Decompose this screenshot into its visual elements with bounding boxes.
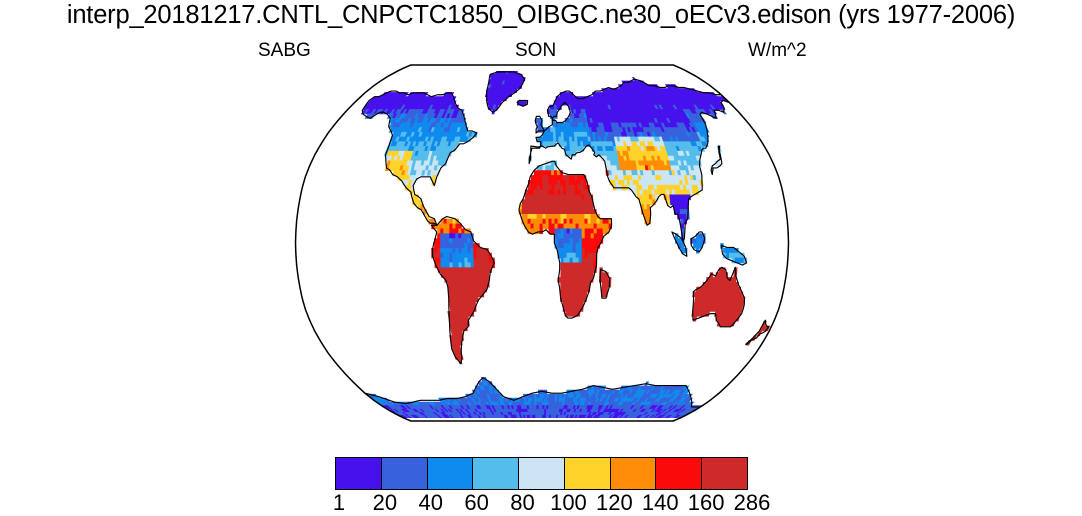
- colorbar-tick-80: 80: [510, 490, 535, 515]
- colorbar-tick-100: 100: [550, 490, 587, 515]
- colorbar-tick-160: 160: [687, 490, 725, 515]
- colorbar[interactable]: [335, 457, 748, 490]
- colorbar-cell-5[interactable]: [564, 458, 611, 489]
- projection-boundary: [294, 64, 790, 422]
- colorbar-tick-140: 140: [641, 490, 679, 515]
- colorbar-labels: 1 20 40 60 80 100 120 140 160 286: [332, 490, 770, 515]
- colorbar-cell-3[interactable]: [473, 458, 520, 489]
- season-label: SON: [515, 40, 557, 61]
- colorbar-cell-0[interactable]: [336, 458, 382, 489]
- map-plot: [186, 60, 898, 426]
- units-label: W/m^2: [748, 40, 807, 61]
- robinson-projection-map: [294, 64, 790, 422]
- colorbar-cell-4[interactable]: [519, 458, 565, 489]
- subtitle-row: SABG SON W/m^2: [0, 40, 1082, 64]
- page-title: interp_20181217.CNTL_CNPCTC1850_OIBGC.ne…: [66, 1, 1016, 29]
- colorbar-tick-286: 286: [733, 490, 771, 515]
- variable-label: SABG: [258, 40, 311, 61]
- colorbar-cell-6[interactable]: [610, 458, 657, 489]
- colorbar-tick-1: 1: [332, 490, 346, 515]
- colorbar-tick-20: 20: [372, 490, 398, 515]
- colorbar-cell-1[interactable]: [381, 458, 428, 489]
- colorbar-tick-120: 120: [595, 490, 633, 515]
- colorbar-tick-40: 40: [418, 490, 444, 515]
- colorbar-cell-7[interactable]: [656, 458, 703, 489]
- gridded-data-cells: [360, 70, 771, 418]
- colorbar-cell-8[interactable]: [702, 458, 748, 489]
- colorbar-tick-60: 60: [464, 490, 489, 515]
- colorbar-cell-2[interactable]: [427, 458, 474, 489]
